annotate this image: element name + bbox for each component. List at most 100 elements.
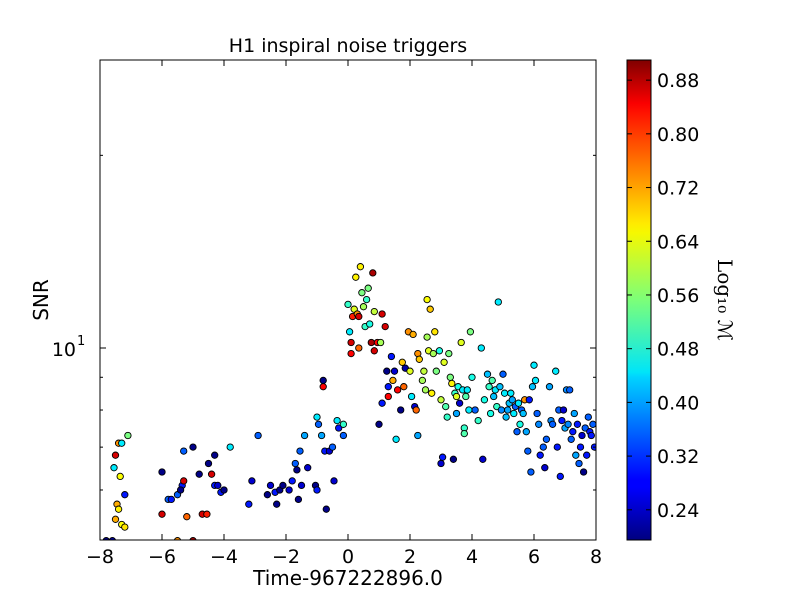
data-point <box>116 472 124 481</box>
data-point <box>378 399 386 407</box>
data-point <box>173 537 182 540</box>
data-point <box>285 486 293 494</box>
data-point <box>364 284 372 292</box>
data-point <box>578 431 586 440</box>
colorbar: 0.24 0.32 0.40 0.48 0.56 0.64 0.72 0.80 0.88 Log… <box>626 59 737 541</box>
data-point <box>500 389 509 397</box>
data-point <box>294 495 303 504</box>
data-point <box>508 396 516 404</box>
data-point <box>525 396 533 404</box>
data-point <box>347 349 355 358</box>
data-point <box>245 500 253 508</box>
data-point <box>344 300 352 309</box>
data-point <box>118 439 126 447</box>
data-points <box>102 263 596 540</box>
data-point <box>393 386 402 394</box>
data-point <box>488 376 496 385</box>
data-point <box>465 406 473 414</box>
data-point <box>362 295 371 304</box>
data-point <box>183 513 191 521</box>
data-point <box>587 431 595 440</box>
data-point <box>522 428 530 436</box>
data-point <box>431 328 439 336</box>
data-point <box>429 349 437 358</box>
data-point <box>355 312 363 321</box>
colorbar-tick-label: 0.40 <box>657 392 699 414</box>
data-point <box>397 406 405 414</box>
data-point <box>452 392 461 401</box>
data-point <box>102 537 110 540</box>
data-point <box>158 468 166 476</box>
data-point <box>335 424 343 432</box>
x-tick-label: 6 <box>528 546 540 568</box>
data-point <box>121 523 129 531</box>
data-point <box>110 464 118 472</box>
data-point <box>479 455 487 463</box>
data-point <box>414 431 422 440</box>
data-point <box>438 453 447 461</box>
data-point <box>345 328 354 336</box>
data-point <box>339 431 348 440</box>
data-point <box>437 396 445 404</box>
data-point <box>158 510 166 518</box>
data-point <box>421 386 430 394</box>
data-point <box>313 413 321 421</box>
data-point <box>474 416 482 425</box>
data-point <box>398 358 406 366</box>
data-point <box>570 409 578 418</box>
y-axis-label: SNR <box>29 279 53 321</box>
data-point <box>369 269 377 277</box>
data-point <box>524 447 532 455</box>
colorbar-label: Log₁₀ ℳ <box>713 259 737 341</box>
data-point <box>167 495 175 504</box>
data-point <box>483 370 492 378</box>
x-axis-ticks: −8 −6 −4 −2 0 2 4 6 8 <box>86 60 602 568</box>
data-point <box>457 338 465 347</box>
data-point <box>211 451 219 459</box>
data-point <box>452 409 461 418</box>
data-point <box>220 486 228 494</box>
data-point <box>513 428 521 436</box>
data-point <box>531 376 540 385</box>
data-point <box>583 451 591 459</box>
data-point <box>559 406 568 414</box>
data-point <box>497 406 506 414</box>
data-point <box>449 455 458 463</box>
data-point <box>352 273 360 281</box>
colorbar-tick-label: 0.72 <box>657 178 699 200</box>
data-point <box>576 443 585 451</box>
data-point <box>389 376 397 385</box>
data-point <box>317 431 326 440</box>
colorbar-ticks: 0.24 0.32 0.40 0.48 0.56 0.64 0.72 0.80 0.88 <box>627 70 699 522</box>
data-point <box>111 451 120 459</box>
data-point <box>415 355 423 363</box>
data-point <box>359 303 368 311</box>
data-point <box>355 344 363 352</box>
data-point <box>443 413 451 421</box>
data-point <box>462 392 470 401</box>
data-point <box>330 477 338 485</box>
data-point <box>502 413 510 421</box>
plot-area <box>100 60 596 540</box>
data-point <box>347 338 355 347</box>
x-tick-label: 0 <box>342 546 354 568</box>
data-point <box>367 338 375 347</box>
data-point <box>573 420 582 428</box>
data-point <box>536 451 544 459</box>
data-point <box>539 443 547 451</box>
data-point <box>533 409 541 418</box>
data-point <box>435 347 444 355</box>
data-point <box>195 470 203 478</box>
data-point <box>440 358 448 366</box>
x-tick-label: −4 <box>210 546 238 568</box>
data-point <box>527 468 535 476</box>
data-point <box>455 399 464 407</box>
data-point <box>463 386 471 394</box>
y-axis-ticks: 10 1 <box>52 154 596 491</box>
data-point <box>114 505 123 513</box>
data-point <box>468 373 476 381</box>
data-point <box>375 420 383 428</box>
data-point <box>291 459 299 468</box>
data-point <box>575 459 583 468</box>
data-point <box>381 322 389 331</box>
